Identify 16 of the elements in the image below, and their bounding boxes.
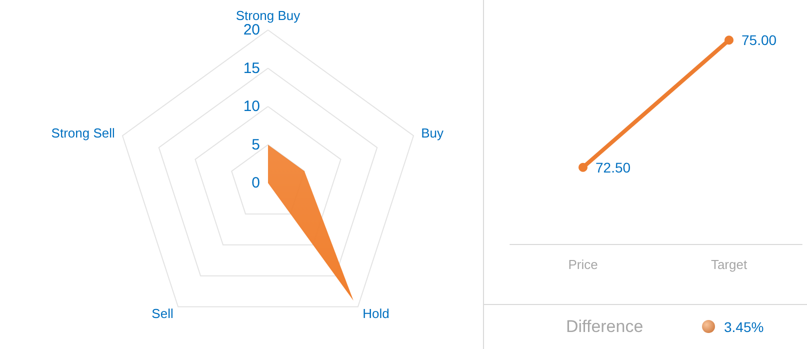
spoke-label: Hold (362, 306, 390, 321)
data-label: 75.00 (742, 32, 777, 48)
spoke-label: Strong Buy (236, 8, 301, 23)
data-label: 72.50 (596, 159, 631, 176)
x-tick-label: Target (710, 257, 748, 272)
spoke-label: Buy (421, 126, 444, 141)
y-tick-label: 0 (252, 174, 260, 192)
text: 3.45% (724, 319, 764, 335)
spoke-label: Strong Sell (51, 126, 115, 141)
y-tick-label: 20 (243, 22, 260, 38)
text: Difference (566, 317, 644, 337)
spoke-label: Sell (152, 306, 174, 321)
y-tick-label: 10 (243, 98, 260, 115)
y-tick-label: 15 (243, 60, 260, 77)
y-tick-label: 5 (252, 136, 260, 154)
x-tick-label: Price (568, 257, 598, 272)
